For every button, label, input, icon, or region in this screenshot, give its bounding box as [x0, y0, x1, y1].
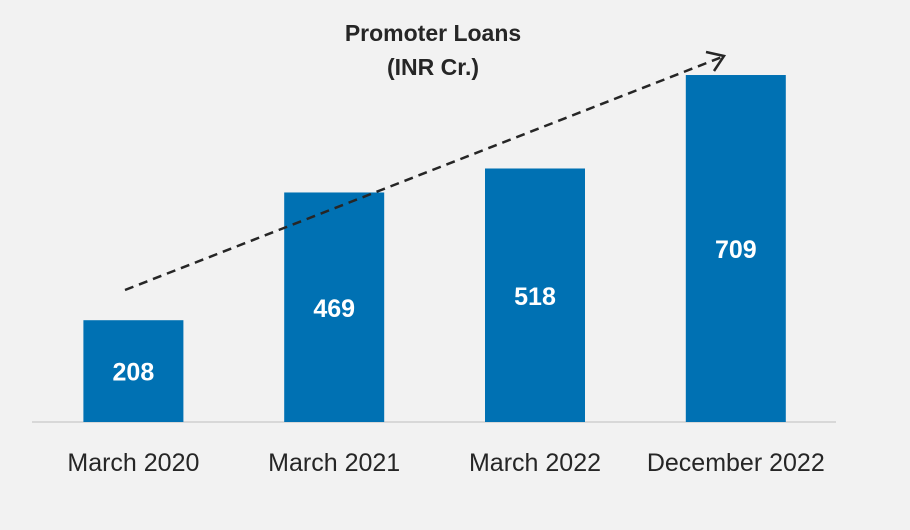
bar — [284, 192, 385, 422]
x-tick-label: March 2022 — [468, 449, 602, 477]
trend-arrow — [124, 55, 723, 292]
bar — [685, 75, 786, 422]
x-tick-label: December 2022 — [646, 449, 825, 477]
data-label: 208 — [113, 359, 155, 387]
x-tick-label: March 2021 — [268, 449, 401, 477]
x-tick-label: March 2020 — [67, 449, 200, 477]
data-label: 469 — [313, 295, 355, 323]
chart-title: Promoter Loans — [345, 20, 521, 46]
data-label: 518 — [514, 283, 556, 311]
bar — [485, 168, 585, 422]
bar — [83, 320, 184, 422]
data-label: 709 — [715, 236, 757, 264]
trend-arrowhead — [705, 50, 727, 72]
chart-title: (INR Cr.) — [387, 54, 479, 80]
